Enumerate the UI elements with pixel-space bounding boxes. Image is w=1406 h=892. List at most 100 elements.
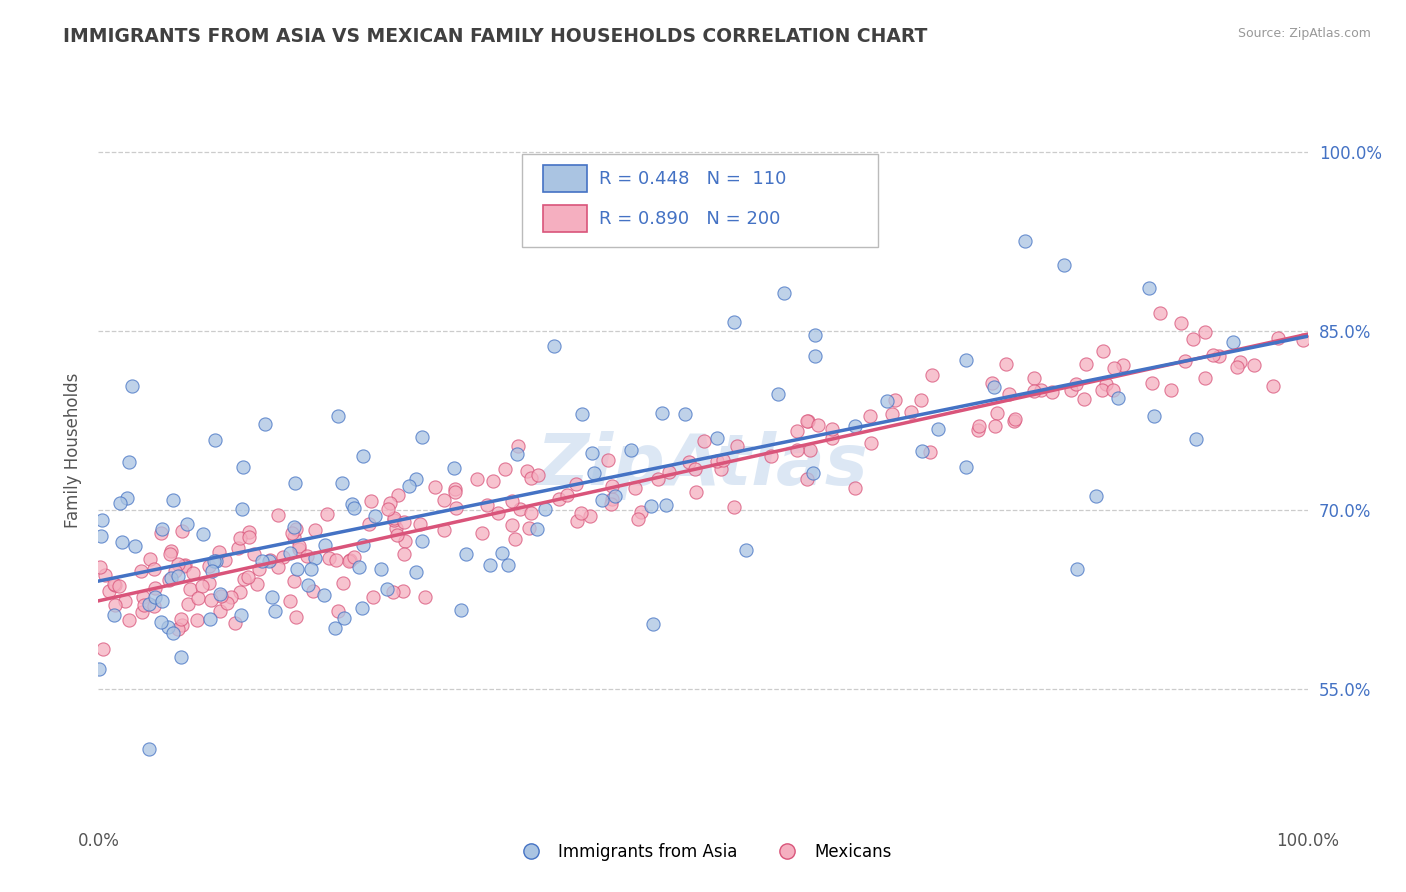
- Point: [1226, 360, 1249, 375]
- Point: [821, 431, 844, 445]
- Point: [920, 445, 942, 459]
- Point: [108, 579, 131, 593]
- Point: [103, 578, 125, 592]
- Point: [283, 574, 305, 589]
- Point: [159, 547, 181, 561]
- Text: R = 0.448   N =  110: R = 0.448 N = 110: [599, 169, 786, 187]
- Point: [486, 506, 509, 520]
- Point: [804, 349, 827, 363]
- Point: [302, 584, 325, 599]
- Point: [143, 590, 166, 604]
- Point: [283, 520, 305, 534]
- Point: [143, 599, 166, 614]
- Point: [534, 501, 557, 516]
- Point: [392, 547, 415, 561]
- Point: [219, 590, 242, 604]
- Point: [506, 447, 529, 461]
- Point: [162, 492, 184, 507]
- Point: [377, 502, 399, 516]
- Point: [773, 285, 796, 300]
- Point: [124, 540, 146, 554]
- Point: [283, 530, 305, 544]
- Point: [104, 598, 127, 612]
- Point: [456, 547, 478, 561]
- Point: [1229, 354, 1251, 368]
- Point: [509, 502, 531, 516]
- Point: [118, 455, 141, 469]
- Point: [347, 559, 370, 574]
- Point: [253, 417, 276, 431]
- Point: [176, 517, 198, 532]
- Point: [167, 558, 190, 572]
- Point: [981, 376, 1004, 391]
- Point: [149, 526, 172, 541]
- Point: [640, 499, 662, 513]
- Point: [1076, 358, 1098, 372]
- Point: [1066, 562, 1088, 576]
- Point: [582, 467, 605, 481]
- Point: [208, 604, 231, 618]
- Point: [169, 650, 191, 665]
- Point: [501, 518, 523, 533]
- Point: [339, 553, 361, 567]
- Point: [91, 642, 114, 657]
- Point: [600, 479, 623, 493]
- Point: [197, 559, 219, 574]
- Point: [1263, 379, 1285, 393]
- Point: [232, 460, 254, 475]
- Point: [232, 572, 254, 586]
- Point: [1107, 391, 1129, 405]
- Point: [799, 443, 821, 458]
- Point: [208, 587, 231, 601]
- Point: [332, 575, 354, 590]
- Point: [193, 527, 215, 541]
- Point: [411, 534, 433, 549]
- Y-axis label: Family Households: Family Households: [63, 373, 82, 528]
- Point: [921, 368, 943, 382]
- Point: [1143, 409, 1166, 423]
- Point: [97, 583, 120, 598]
- Point: [1102, 360, 1125, 375]
- Point: [859, 409, 882, 424]
- Point: [786, 425, 808, 439]
- Point: [1140, 376, 1163, 390]
- Point: [1292, 333, 1315, 347]
- Point: [281, 526, 304, 541]
- Point: [411, 430, 433, 444]
- Point: [215, 597, 238, 611]
- Point: [201, 564, 224, 578]
- Point: [413, 590, 436, 604]
- Point: [259, 552, 281, 566]
- Point: [157, 573, 180, 587]
- Point: [693, 434, 716, 448]
- Point: [443, 461, 465, 475]
- Point: [280, 546, 302, 560]
- Point: [229, 585, 252, 599]
- Point: [325, 553, 347, 567]
- Point: [271, 550, 294, 565]
- Point: [287, 539, 309, 553]
- Point: [163, 564, 186, 578]
- Point: [967, 419, 990, 434]
- Point: [285, 562, 308, 576]
- Point: [249, 561, 271, 575]
- FancyBboxPatch shape: [543, 205, 586, 232]
- Point: [647, 472, 669, 486]
- Point: [115, 491, 138, 506]
- Point: [571, 407, 593, 421]
- Point: [343, 550, 366, 565]
- Point: [111, 534, 134, 549]
- Point: [316, 507, 339, 521]
- Point: [226, 541, 249, 556]
- Point: [710, 462, 733, 476]
- Point: [138, 741, 160, 756]
- Point: [392, 584, 415, 599]
- Point: [796, 472, 818, 486]
- Point: [1053, 258, 1076, 272]
- Point: [605, 489, 627, 503]
- Point: [172, 617, 194, 632]
- Point: [496, 558, 519, 572]
- Point: [966, 423, 988, 437]
- Point: [382, 511, 405, 525]
- Point: [243, 547, 266, 561]
